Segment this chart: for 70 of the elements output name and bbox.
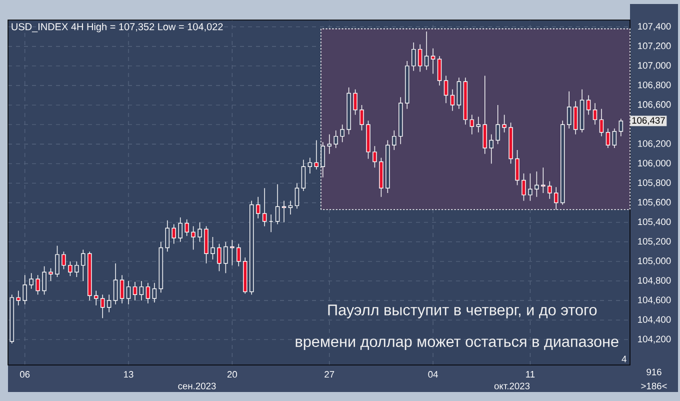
- y-tick-label: 105,600: [638, 198, 671, 207]
- candlestick: [592, 102, 598, 125]
- candlestick: [411, 42, 416, 72]
- text: 916: [646, 368, 662, 376]
- candlestick: [308, 157, 312, 174]
- text: сен.2023: [178, 382, 216, 390]
- y-tick-label: 105,200: [638, 238, 671, 246]
- y-tick-label: 106,800: [638, 82, 671, 90]
- candlestick: [444, 75, 448, 104]
- candlestick: [470, 114, 474, 135]
- candlestick: [476, 116, 481, 133]
- y-tick-label: 105,800: [638, 179, 671, 188]
- text: >186<: [641, 382, 667, 390]
- candlestick: [586, 94, 591, 116]
- y-tick-label: 106,600: [638, 101, 671, 109]
- candlestick: [424, 31, 429, 70]
- candlestick: [146, 282, 150, 304]
- candlestick: [152, 282, 157, 303]
- x-tick-label: 11: [526, 371, 535, 378]
- annotation: времени доллар может остаться в диапазоне: [296, 338, 618, 350]
- candlestick: [113, 262, 118, 305]
- y-tick-label: 107,400: [638, 23, 671, 31]
- candlestick: [430, 48, 436, 74]
- x-tick-label: 06: [20, 371, 30, 378]
- candlestick: [301, 159, 306, 192]
- candlestick: [126, 280, 131, 305]
- annotation: 4: [622, 356, 626, 362]
- y-tick-label: 106,200: [638, 140, 671, 148]
- y-tick-label: 104,600: [638, 296, 671, 304]
- candlestick: [275, 184, 280, 225]
- candlestick: [463, 77, 468, 125]
- candlestick: [573, 100, 578, 135]
- candlestick: [566, 90, 572, 129]
- annotation: Пауэлл выступит в четверг, и до этого: [328, 304, 597, 318]
- candlestick: [618, 118, 624, 137]
- y-tick-label: 106,000: [638, 160, 671, 168]
- candlestick: [456, 77, 462, 110]
- candlestick: [599, 108, 604, 137]
- candlestick: [418, 44, 422, 72]
- candlestick: [450, 89, 455, 112]
- candlestick: [606, 128, 610, 148]
- y-tick-label: 104,400: [638, 316, 671, 324]
- candlestick: [106, 294, 112, 313]
- candlestick: [294, 182, 300, 209]
- x-tick-label: 20: [227, 371, 238, 378]
- candlestick: [165, 220, 170, 252]
- candlestick: [262, 188, 267, 227]
- candlestick: [612, 128, 617, 148]
- x-tick-label: 27: [324, 371, 334, 378]
- y-tick-label: 104,800: [638, 277, 671, 285]
- text: окт.2023: [494, 382, 530, 390]
- candlestick: [314, 140, 319, 170]
- y-tick-label: 104,200: [638, 336, 671, 344]
- candlestick: [158, 241, 164, 294]
- candlestick: [256, 196, 260, 219]
- candlestick: [139, 280, 144, 301]
- y-tick-label: 107,200: [638, 42, 671, 50]
- chart-title: USD_INDEX 4H High = 107,352 Low = 104,022: [12, 22, 223, 32]
- y-tick-label: 105,400: [638, 218, 671, 226]
- y-tick-label: 107,000: [638, 62, 671, 70]
- candlestick: [120, 274, 124, 304]
- candlestick: [100, 294, 105, 318]
- candlestick: [437, 56, 442, 86]
- candlestick: [580, 89, 584, 133]
- candlestick: [132, 282, 138, 301]
- y-tick-label: 105,000: [638, 258, 671, 266]
- candlestick: [288, 200, 293, 215]
- x-tick-label: 04: [428, 371, 438, 378]
- text: 106,437: [632, 117, 665, 125]
- x-tick-label: 13: [124, 371, 134, 378]
